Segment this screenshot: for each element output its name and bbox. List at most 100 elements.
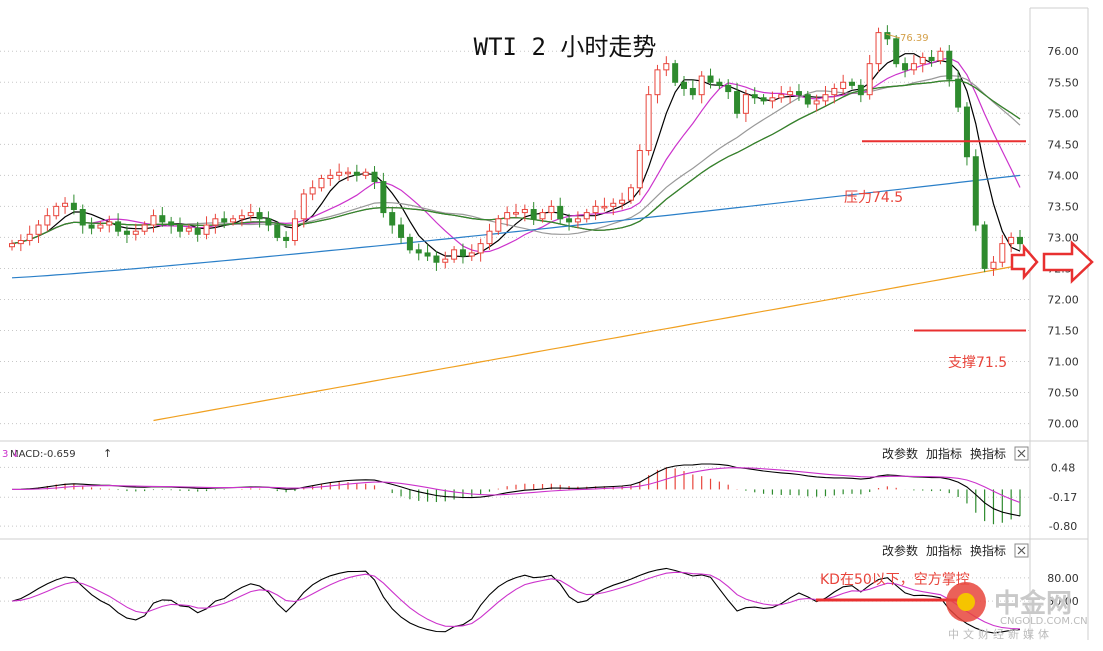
kd-axis-ticks: 80.00 50.00 <box>1047 572 1079 608</box>
candle-up <box>203 224 210 235</box>
candle-up <box>742 94 749 114</box>
candle-down <box>557 205 564 220</box>
candle-down <box>884 32 891 40</box>
candle-down <box>274 224 281 238</box>
close-icon[interactable] <box>1014 446 1029 461</box>
candle-up <box>504 212 511 220</box>
macd-plot <box>11 463 1021 525</box>
candle-down <box>221 218 228 223</box>
candle-up <box>910 63 917 71</box>
kd-d-line <box>11 571 1021 630</box>
price-tick-label: 74.50 <box>1047 138 1079 151</box>
support-label: 支撑71.5 <box>948 355 1007 371</box>
kd-add-indicator-button[interactable]: 加指标 <box>926 543 962 558</box>
macd-axis-ticks: 0.48 -0.17 -0.80 <box>1049 461 1077 533</box>
cngold-logo: 中金网 CNGOLD.COM.CN 中文财经新媒体 <box>946 582 1088 641</box>
kd-k-line <box>11 567 1021 634</box>
candle-up <box>141 224 148 232</box>
kd-annotation: KD在50以下，空方掌控 <box>820 572 970 588</box>
candle-up <box>583 212 590 220</box>
arrow-icon <box>1042 240 1094 284</box>
macd-tick-label: 0.48 <box>1051 461 1076 474</box>
candle-down <box>981 224 988 269</box>
price-tick-label: 75.50 <box>1047 76 1079 89</box>
candle-up <box>291 218 298 242</box>
candle-up <box>663 63 670 71</box>
candle-up <box>468 252 475 257</box>
candle-up <box>150 215 157 226</box>
macd-label: MACD:-0.659 <box>10 449 76 460</box>
logo-name: 中金网 <box>994 588 1072 619</box>
candle-down <box>353 171 360 176</box>
candle-down <box>79 208 86 226</box>
candle-up <box>654 69 661 96</box>
candle-up <box>35 224 42 235</box>
candle-up <box>132 230 139 235</box>
candle-up <box>106 221 113 226</box>
logo-domain: CNGOLD.COM.CN <box>1000 616 1088 627</box>
macd-tick-label: -0.80 <box>1049 520 1077 533</box>
arrow-icon <box>1010 243 1039 281</box>
macd-edit-params-button[interactable]: 改参数 <box>882 446 918 461</box>
kd-switch-indicator-button[interactable]: 换指标 <box>970 543 1006 558</box>
candle-down <box>928 56 935 62</box>
candle-up <box>212 218 219 226</box>
macd-tick-label: -0.17 <box>1049 491 1077 504</box>
candle-down <box>256 212 263 220</box>
candle-down <box>159 215 166 223</box>
price-tick-label: 70.00 <box>1047 418 1079 431</box>
candle-down <box>893 38 900 65</box>
candle-up <box>345 171 351 175</box>
candle-up <box>44 215 51 226</box>
candle-up <box>300 193 307 220</box>
candle-up <box>17 240 24 245</box>
candle-up <box>97 224 104 229</box>
candle-down <box>681 81 687 89</box>
candle-up <box>769 97 776 102</box>
candle-down <box>424 252 431 257</box>
candle-up <box>521 208 528 214</box>
kd-tick-label: 50.00 <box>1047 595 1079 608</box>
candle-up <box>698 75 705 96</box>
candle-down <box>265 218 272 226</box>
candle-up <box>813 100 820 105</box>
candle-up <box>840 81 847 89</box>
candle-down <box>371 171 378 183</box>
candlesticks <box>9 25 1023 276</box>
candle-down <box>857 84 864 96</box>
candle-up <box>990 261 997 269</box>
candle-down <box>795 91 802 96</box>
candle-down <box>459 249 466 257</box>
candle-up <box>645 94 652 152</box>
max-pointer <box>885 33 901 39</box>
chart-title: WTI 2 小时走势 <box>474 33 657 61</box>
candle-up <box>486 230 493 245</box>
candle-down <box>177 224 183 232</box>
candle-down <box>194 227 201 235</box>
candle-down <box>902 63 909 71</box>
candle-up <box>592 205 599 214</box>
macd-switch-indicator-button[interactable]: 换指标 <box>970 446 1006 461</box>
kd-edit-params-button[interactable]: 改参数 <box>882 543 918 558</box>
arrow-up-icon: ↑ <box>103 447 112 460</box>
ma-line <box>153 264 1021 422</box>
candle-down <box>380 181 387 214</box>
price-tick-label: 74.00 <box>1047 169 1079 182</box>
close-icon[interactable] <box>1014 543 1029 558</box>
candle-down <box>849 81 855 86</box>
candle-up <box>875 32 882 65</box>
candle-down <box>115 221 122 232</box>
candle-up <box>627 187 634 201</box>
candle-down <box>88 224 95 229</box>
candle-up <box>831 87 838 96</box>
kd-plot <box>11 567 1021 634</box>
ma-line <box>11 174 1021 279</box>
candle-up <box>442 258 449 263</box>
macd-add-indicator-button[interactable]: 加指标 <box>926 446 962 461</box>
candle-down <box>804 94 811 105</box>
candle-up <box>53 205 60 217</box>
logo-slogan: 中文财经新媒体 <box>948 627 1053 641</box>
candle-up <box>9 243 15 248</box>
candle-up <box>822 94 829 102</box>
candle-up <box>778 94 785 99</box>
